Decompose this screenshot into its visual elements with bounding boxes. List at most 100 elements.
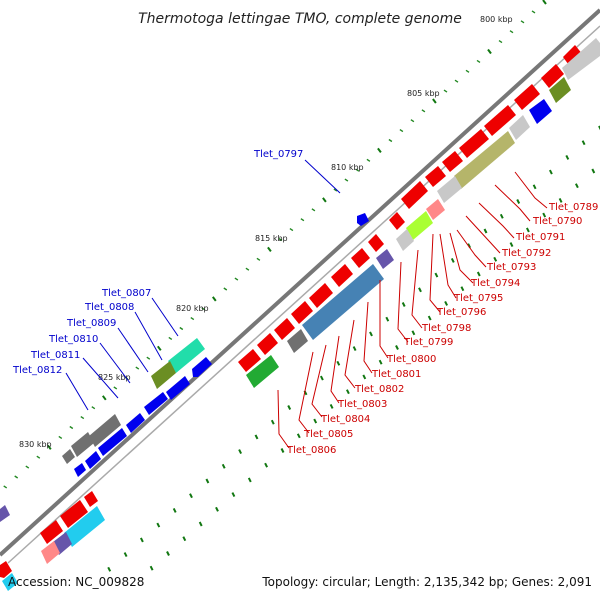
inner-track-tick <box>329 403 334 409</box>
gene-label[interactable]: Tlet_0797 <box>253 149 303 160</box>
gene-arrow-minus[interactable] <box>541 64 564 88</box>
cog-box-grey[interactable] <box>287 329 308 353</box>
gene-label[interactable]: Tlet_0808 <box>84 302 134 313</box>
plus-gene-labels: Tlet_0797 Tlet_0807 Tlet_0808 Tlet_0809 … <box>12 149 303 376</box>
cog-box-teal[interactable] <box>168 338 205 373</box>
inner-track-tick <box>558 197 563 203</box>
cog-box-steel[interactable] <box>302 264 384 340</box>
cog-box-olive[interactable] <box>549 77 571 103</box>
gene-arrow-minus[interactable] <box>459 129 489 158</box>
gene-arrow-minus[interactable] <box>274 318 295 340</box>
gene-arrow-minus[interactable] <box>40 520 63 544</box>
gene-label[interactable]: Tlet_0807 <box>101 288 151 299</box>
gene-arrow-minus[interactable] <box>368 234 384 252</box>
inner-track-tick <box>320 375 324 381</box>
gene-arrow-minus[interactable] <box>0 561 12 578</box>
cog-box-lime[interactable] <box>406 211 433 240</box>
scale-minor-tick <box>399 129 404 133</box>
gene-arrow-minus[interactable] <box>442 151 463 172</box>
gene-arrow-minus[interactable] <box>351 248 370 268</box>
scale-minor-tick <box>311 208 316 212</box>
scale-minor-tick <box>58 435 63 439</box>
gene-label[interactable]: Tlet_0802 <box>354 384 404 395</box>
cog-box-lightgrey[interactable] <box>562 38 600 80</box>
cog-box-pink[interactable] <box>426 199 445 220</box>
gene-arrow-minus[interactable] <box>563 45 583 68</box>
gene-arrow-plus[interactable] <box>166 376 190 400</box>
gene-label[interactable]: Tlet_0792 <box>501 248 551 259</box>
map-title: Thermotoga lettingae TMO, complete genom… <box>138 11 462 27</box>
gene-arrow-plus[interactable] <box>74 463 86 477</box>
minus-gene-labels: Tlet_0789 Tlet_0790 Tlet_0791 Tlet_0792 … <box>286 202 598 456</box>
gene-arrow-minus[interactable] <box>401 181 428 209</box>
gene-arrow-minus[interactable] <box>425 166 446 187</box>
gene-label[interactable]: Tlet_0811 <box>30 350 80 361</box>
gene-arrow-plus[interactable] <box>357 213 369 226</box>
gene-label[interactable]: Tlet_0798 <box>421 323 471 334</box>
gene-arrow-minus[interactable] <box>389 212 405 230</box>
gene-arrow-plus[interactable] <box>126 413 145 433</box>
gene-label[interactable]: Tlet_0810 <box>48 334 98 345</box>
gene-arrow-minus[interactable] <box>257 333 278 355</box>
gene-label[interactable]: Tlet_0794 <box>470 278 520 289</box>
gene-arrow-minus[interactable] <box>309 283 333 308</box>
cog-box-green[interactable] <box>246 355 279 388</box>
gene-label[interactable]: Tlet_0789 <box>548 202 598 213</box>
gene-label[interactable]: Tlet_0800 <box>386 354 436 365</box>
cog-box-purple[interactable] <box>0 505 10 522</box>
gene-arrow-minus[interactable] <box>238 349 261 372</box>
scale-minor-tick <box>388 138 393 143</box>
gene-arrow-minus[interactable] <box>60 500 88 528</box>
cog-box-grey[interactable] <box>89 414 121 447</box>
gene-label[interactable]: Tlet_0796 <box>436 307 486 318</box>
inner-track-tick <box>107 566 112 572</box>
gene-arrow-plus[interactable] <box>85 451 101 469</box>
scale-minor-tick <box>520 20 525 24</box>
gene-label[interactable]: Tlet_0803 <box>337 399 387 410</box>
gene-arrow-plus[interactable] <box>98 428 127 456</box>
gene-arrow-plus[interactable] <box>192 357 212 377</box>
gene-arrow-minus[interactable] <box>514 84 540 110</box>
gene-label[interactable]: Tlet_0795 <box>453 293 503 304</box>
cog-box-olive-light[interactable] <box>454 131 515 189</box>
gene-arrow-minus[interactable] <box>291 301 313 324</box>
cog-box-pink[interactable] <box>41 541 60 564</box>
inner-track-tick <box>313 418 318 424</box>
cog-box-grey[interactable] <box>71 432 94 457</box>
scale-minor-tick <box>3 485 8 489</box>
gene-arrow-minus[interactable] <box>331 264 353 287</box>
gene-label[interactable]: Tlet_0790 <box>532 216 582 227</box>
gene-label[interactable]: Tlet_0801 <box>371 369 421 380</box>
cog-box-lightgrey[interactable] <box>437 176 462 203</box>
gene-label[interactable]: Tlet_0791 <box>515 232 565 243</box>
gene-label[interactable]: Tlet_0812 <box>12 365 62 376</box>
gene-label[interactable]: Tlet_0806 <box>286 445 336 456</box>
inner-track-tick <box>149 565 154 571</box>
cog-box-purple[interactable] <box>376 249 394 269</box>
gene-label[interactable]: Tlet_0805 <box>303 429 353 440</box>
gene-label[interactable]: Tlet_0804 <box>320 414 370 425</box>
cog-box-lightgrey[interactable] <box>509 115 530 140</box>
cog-box-grey[interactable] <box>62 449 75 464</box>
inner-track-tick <box>581 140 586 146</box>
inner-track-tick <box>156 522 161 528</box>
plus-strand-cog-boxes <box>0 338 205 522</box>
gene-arrow-plus[interactable] <box>144 392 168 415</box>
gene-arrow-plus[interactable] <box>529 99 552 124</box>
scale-minor-tick <box>531 10 536 14</box>
gene-label[interactable]: Tlet_0799 <box>403 337 453 348</box>
gene-label[interactable]: Tlet_0793 <box>486 262 536 273</box>
cog-box-lightgrey[interactable] <box>396 229 414 251</box>
cog-box-cyan[interactable] <box>64 506 105 547</box>
cog-box-olive[interactable] <box>151 361 176 389</box>
inner-track-tick <box>532 184 537 190</box>
scale-labels: 800 kbp 805 kbp 810 kbp 815 kbp 820 kbp … <box>19 15 513 449</box>
scale-label: 815 kbp <box>255 234 288 243</box>
scale-minor-tick <box>113 386 118 390</box>
gene-arrow-minus[interactable] <box>84 491 98 507</box>
scale-label: 800 kbp <box>480 15 513 24</box>
gene-label[interactable]: Tlet_0809 <box>66 318 116 329</box>
cog-box-cyan[interactable] <box>2 573 18 591</box>
gene-arrow-minus[interactable] <box>484 105 516 136</box>
